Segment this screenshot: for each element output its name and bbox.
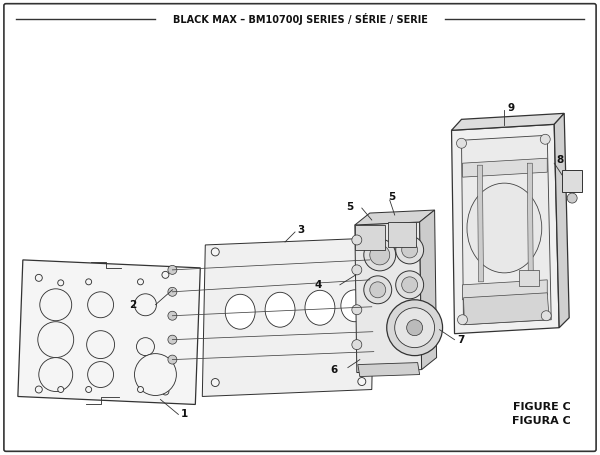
Circle shape bbox=[352, 305, 362, 315]
Text: FIGURE C: FIGURE C bbox=[514, 403, 571, 412]
Circle shape bbox=[387, 300, 443, 356]
Polygon shape bbox=[452, 113, 564, 130]
Circle shape bbox=[352, 235, 362, 245]
Bar bbox=[562, 170, 582, 192]
Text: 7: 7 bbox=[458, 335, 465, 344]
Circle shape bbox=[58, 280, 64, 286]
Circle shape bbox=[366, 276, 373, 283]
Polygon shape bbox=[18, 260, 200, 404]
Circle shape bbox=[407, 320, 422, 336]
Bar bbox=[520, 270, 539, 286]
Circle shape bbox=[541, 311, 551, 321]
Circle shape bbox=[137, 279, 143, 285]
Text: 2: 2 bbox=[129, 300, 137, 310]
Circle shape bbox=[162, 388, 169, 395]
Circle shape bbox=[366, 257, 373, 263]
Bar bbox=[388, 222, 416, 247]
Ellipse shape bbox=[265, 292, 295, 327]
Circle shape bbox=[458, 315, 467, 325]
Text: 9: 9 bbox=[508, 103, 514, 113]
Text: 5: 5 bbox=[347, 202, 354, 212]
Circle shape bbox=[39, 358, 73, 391]
Circle shape bbox=[401, 242, 418, 258]
Circle shape bbox=[38, 322, 74, 358]
Polygon shape bbox=[355, 210, 434, 225]
Circle shape bbox=[168, 355, 177, 364]
Text: 6: 6 bbox=[331, 364, 338, 374]
Polygon shape bbox=[202, 238, 375, 396]
Circle shape bbox=[370, 245, 390, 265]
Circle shape bbox=[401, 277, 418, 293]
Polygon shape bbox=[355, 222, 422, 373]
Text: 4: 4 bbox=[314, 280, 322, 290]
Circle shape bbox=[358, 378, 366, 385]
Text: 1: 1 bbox=[181, 410, 188, 420]
Circle shape bbox=[356, 240, 364, 248]
Text: BLACK MAX – BM10700J SERIES / SÉRIE / SERIE: BLACK MAX – BM10700J SERIES / SÉRIE / SE… bbox=[173, 13, 427, 25]
Circle shape bbox=[370, 348, 377, 355]
Text: 3: 3 bbox=[297, 225, 304, 235]
Circle shape bbox=[86, 331, 115, 359]
Bar bbox=[355, 225, 385, 250]
Circle shape bbox=[368, 303, 375, 310]
Circle shape bbox=[137, 386, 143, 393]
Circle shape bbox=[396, 236, 424, 264]
Circle shape bbox=[396, 271, 424, 299]
Circle shape bbox=[35, 386, 42, 393]
Circle shape bbox=[352, 339, 362, 349]
Circle shape bbox=[40, 289, 71, 321]
Polygon shape bbox=[463, 293, 549, 325]
Circle shape bbox=[86, 279, 92, 285]
Polygon shape bbox=[452, 124, 559, 334]
Ellipse shape bbox=[341, 290, 369, 322]
Circle shape bbox=[168, 311, 177, 320]
Circle shape bbox=[168, 287, 177, 296]
Circle shape bbox=[211, 379, 219, 386]
Polygon shape bbox=[554, 113, 569, 328]
Polygon shape bbox=[419, 210, 437, 369]
Circle shape bbox=[567, 193, 577, 203]
Text: 8: 8 bbox=[556, 155, 563, 165]
Circle shape bbox=[162, 271, 169, 278]
Circle shape bbox=[88, 292, 113, 318]
Polygon shape bbox=[478, 165, 484, 282]
Circle shape bbox=[137, 338, 154, 356]
Circle shape bbox=[58, 386, 64, 393]
Circle shape bbox=[134, 294, 157, 316]
Circle shape bbox=[86, 386, 92, 393]
Circle shape bbox=[540, 134, 550, 144]
Circle shape bbox=[370, 282, 386, 298]
Circle shape bbox=[168, 265, 177, 274]
Circle shape bbox=[395, 308, 434, 348]
Circle shape bbox=[88, 362, 113, 388]
Polygon shape bbox=[527, 163, 533, 280]
Polygon shape bbox=[461, 135, 551, 325]
Circle shape bbox=[211, 248, 219, 256]
Polygon shape bbox=[463, 158, 547, 177]
Polygon shape bbox=[463, 280, 547, 300]
Circle shape bbox=[364, 239, 396, 271]
Circle shape bbox=[352, 265, 362, 275]
Circle shape bbox=[35, 274, 42, 281]
Text: 5: 5 bbox=[388, 192, 395, 202]
Ellipse shape bbox=[467, 183, 542, 273]
Circle shape bbox=[457, 138, 466, 148]
Ellipse shape bbox=[305, 290, 335, 325]
Circle shape bbox=[369, 328, 376, 335]
Polygon shape bbox=[358, 363, 419, 377]
FancyBboxPatch shape bbox=[4, 4, 596, 451]
Ellipse shape bbox=[225, 294, 255, 329]
Circle shape bbox=[168, 335, 177, 344]
Text: FIGURA C: FIGURA C bbox=[512, 416, 571, 426]
Circle shape bbox=[134, 354, 176, 395]
Circle shape bbox=[364, 276, 392, 304]
